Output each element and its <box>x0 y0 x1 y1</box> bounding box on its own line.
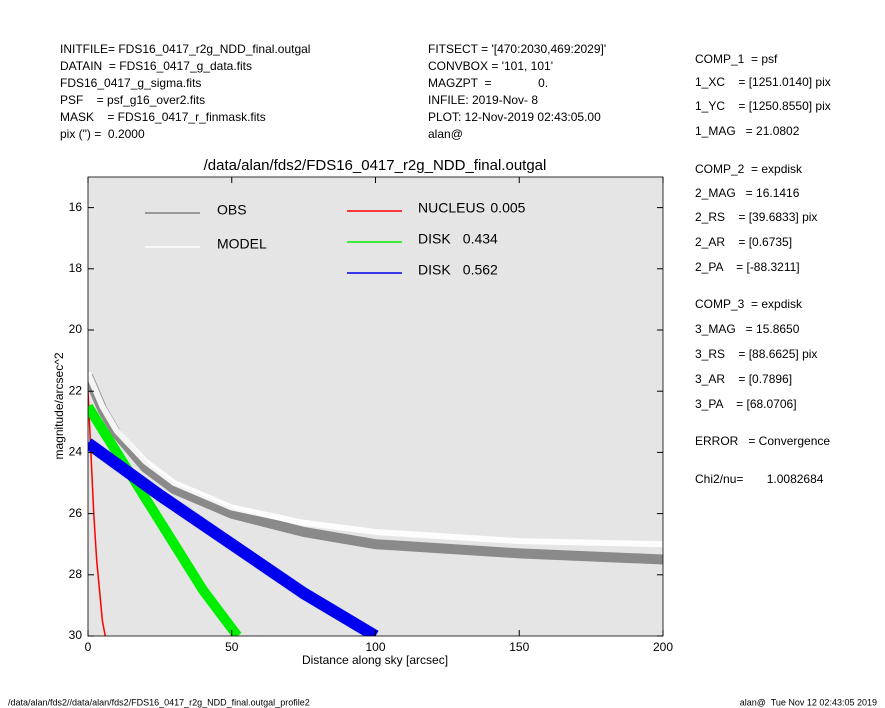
info-line: PSF = psf_g16_over2.fits <box>60 93 205 107</box>
info-line: FITSECT = '[470:2030,469:2029]' <box>428 42 606 56</box>
y-tick-label: 20 <box>69 322 83 336</box>
y-tick-label: 24 <box>69 445 83 459</box>
plot-area <box>88 177 663 636</box>
legend-label: DISK <box>418 231 451 247</box>
info-line: alan@ <box>428 127 463 141</box>
legend-label: MODEL <box>217 236 267 252</box>
info-line: ERROR = Convergence <box>695 434 830 448</box>
info-line: COMP_1 = psf <box>695 52 778 66</box>
x-tick-label: 150 <box>509 640 529 654</box>
y-axis-label: magnitude/arcsec^2 <box>52 352 66 459</box>
info-line: FDS16_0417_g_sigma.fits <box>60 76 201 90</box>
legend-fraction: 0.562 <box>463 262 498 278</box>
legend-label: NUCLEUS <box>418 200 485 216</box>
y-tick-label: 26 <box>69 506 83 520</box>
info-line: DATAIN = FDS16_0417_g_data.fits <box>60 59 252 73</box>
footer-left: /data/alan/fds2//data/alan/fds2/FDS16_04… <box>8 697 310 707</box>
series-line <box>88 403 242 636</box>
legend-fraction: 0.434 <box>463 231 498 247</box>
x-axis-label: Distance along sky [arcsec] <box>302 653 448 667</box>
info-line: pix (") = 0.2000 <box>60 127 145 141</box>
footer-right: alan@ Tue Nov 12 02:43:05 2019 <box>740 697 877 707</box>
info-line: 1_XC = [1251.0140] pix <box>695 75 831 89</box>
info-line: PLOT: 12-Nov-2019 02:43:05.00 <box>428 110 601 124</box>
info-line: 3_MAG = 15.8650 <box>695 322 800 336</box>
info-line: 1_MAG = 21.0802 <box>695 124 800 138</box>
x-tick-label: 200 <box>653 640 673 654</box>
x-tick-label: 100 <box>365 640 385 654</box>
y-tick-label: 30 <box>69 628 83 642</box>
info-line: 2_AR = [0.6735] <box>695 235 792 249</box>
series-line <box>88 438 379 636</box>
legend-label: OBS <box>217 202 247 218</box>
info-line: 2_MAG = 16.1416 <box>695 186 800 200</box>
info-line: INITFILE= FDS16_0417_r2g_NDD_final.outga… <box>60 42 310 56</box>
info-line: MAGZPT = 0. <box>428 76 548 90</box>
info-line: 2_RS = [39.6833] pix <box>695 210 817 224</box>
info-line: COMP_2 = expdisk <box>695 162 803 176</box>
x-tick-label: 50 <box>225 640 239 654</box>
info-line: 3_AR = [0.7896] <box>695 372 792 386</box>
chart-title: /data/alan/fds2/FDS16_0417_r2g_NDD_final… <box>204 157 547 174</box>
info-line: COMP_3 = expdisk <box>695 297 803 311</box>
y-tick-label: 22 <box>69 383 83 397</box>
info-line: Chi2/nu= 1.0082684 <box>695 472 824 486</box>
legend-label: DISK <box>418 262 451 278</box>
info-line: CONVBOX = '101, 101' <box>428 59 553 73</box>
x-tick-label: 0 <box>85 640 92 654</box>
info-line: 3_PA = [68.0706] <box>695 397 797 411</box>
info-line: MASK = FDS16_0417_r_finmask.fits <box>60 110 266 124</box>
info-line: INFILE: 2019-Nov- 8 <box>428 93 538 107</box>
y-tick-label: 28 <box>69 567 83 581</box>
series-line <box>88 371 663 548</box>
y-tick-label: 18 <box>69 261 83 275</box>
info-line: 1_YC = [1250.8550] pix <box>695 99 831 113</box>
legend-fraction: 0.005 <box>490 200 525 216</box>
y-tick-label: 16 <box>69 200 83 214</box>
info-line: 2_PA = [-88.3211] <box>695 260 800 274</box>
info-line: 3_RS = [88.6625] pix <box>695 347 817 361</box>
